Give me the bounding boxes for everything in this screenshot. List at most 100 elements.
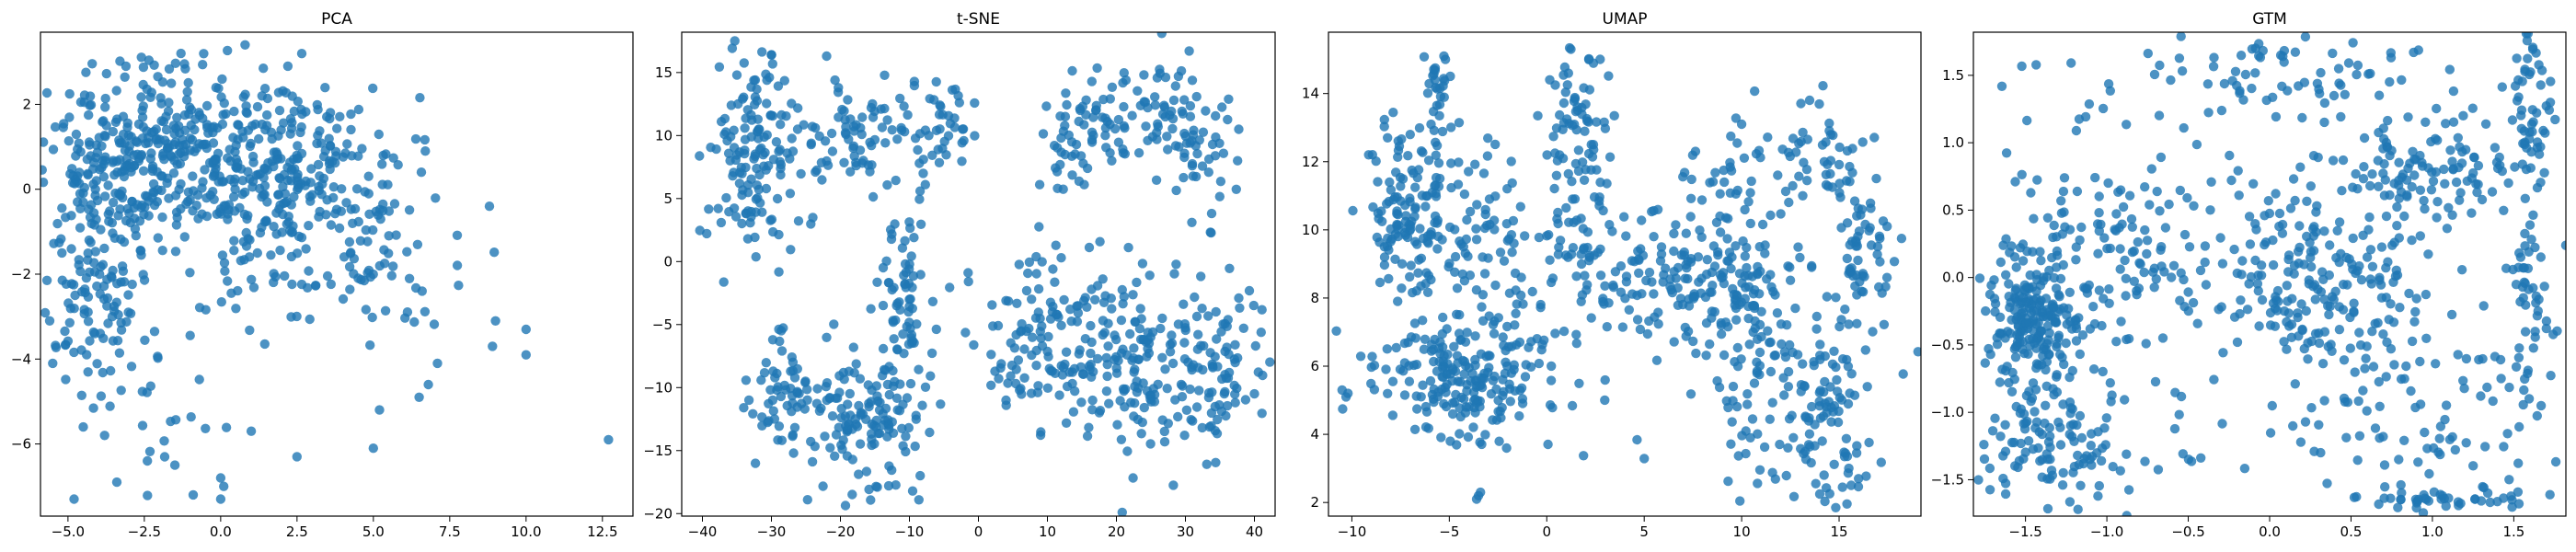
x-tick-label: −20 bbox=[826, 523, 856, 540]
scatter-point bbox=[1845, 388, 1855, 398]
scatter-point bbox=[1233, 155, 1243, 166]
scatter-point bbox=[2396, 479, 2406, 490]
scatter-point bbox=[237, 126, 247, 136]
scatter-point bbox=[2397, 488, 2407, 498]
scatter-point bbox=[2071, 255, 2081, 265]
scatter-point bbox=[2274, 221, 2284, 232]
scatter-point bbox=[1139, 402, 1150, 413]
y-tick-label: −1.5 bbox=[1931, 471, 1964, 488]
scatter-point bbox=[1635, 324, 1646, 335]
scatter-point bbox=[2492, 163, 2503, 174]
scatter-point bbox=[2029, 295, 2039, 305]
scatter-point bbox=[957, 138, 967, 148]
scatter-point bbox=[1727, 417, 1737, 427]
scatter-point bbox=[1826, 402, 1836, 413]
scatter-point bbox=[2051, 317, 2061, 328]
scatter-point bbox=[363, 171, 374, 181]
scatter-point bbox=[1185, 111, 1196, 121]
scatter-point bbox=[190, 124, 200, 135]
scatter-point bbox=[108, 197, 119, 208]
scatter-point bbox=[1462, 214, 1472, 225]
scatter-point bbox=[1470, 331, 1480, 341]
scatter-point bbox=[2352, 69, 2362, 80]
scatter-point bbox=[2140, 456, 2150, 466]
scatter-point bbox=[2279, 337, 2289, 347]
scatter-point bbox=[2267, 400, 2277, 411]
scatter-point bbox=[2010, 352, 2021, 362]
scatter-point bbox=[1034, 179, 1045, 190]
y-tick-label: 0.0 bbox=[1942, 270, 1964, 286]
scatter-point bbox=[866, 304, 876, 314]
scatter-point bbox=[2100, 440, 2110, 450]
scatter-point bbox=[895, 93, 905, 104]
scatter-point bbox=[82, 350, 92, 360]
scatter-point bbox=[380, 305, 391, 316]
scatter-point bbox=[1188, 416, 1198, 426]
scatter-points bbox=[1331, 42, 1921, 512]
scatter-point bbox=[101, 121, 111, 131]
scatter-point bbox=[81, 67, 91, 77]
scatter-point bbox=[159, 436, 169, 446]
scatter-point bbox=[1173, 71, 1184, 82]
scatter-point bbox=[1526, 337, 1536, 347]
scatter-point bbox=[2546, 371, 2556, 381]
scatter-point bbox=[1435, 83, 1445, 94]
scatter-point bbox=[2153, 465, 2164, 475]
scatter-point bbox=[2053, 333, 2064, 343]
scatter-point bbox=[1595, 244, 1605, 254]
scatter-point bbox=[120, 72, 130, 83]
scatter-point bbox=[86, 237, 96, 247]
scatter-point bbox=[1422, 287, 1433, 297]
scatter-point bbox=[279, 169, 290, 180]
scatter-point bbox=[1157, 415, 1167, 425]
scatter-point bbox=[2437, 490, 2447, 501]
scatter-point bbox=[2099, 423, 2110, 433]
scatter-point bbox=[1514, 411, 1524, 421]
y-tick-label: 15 bbox=[655, 64, 673, 81]
scatter-point bbox=[137, 420, 148, 431]
scatter-point bbox=[404, 205, 415, 215]
scatter-point bbox=[1387, 410, 1398, 420]
scatter-point bbox=[1463, 431, 1474, 443]
scatter-point bbox=[2376, 242, 2387, 252]
scatter-point bbox=[855, 439, 866, 449]
scatter-point bbox=[750, 75, 761, 86]
scatter-point bbox=[1741, 448, 1751, 459]
scatter-point bbox=[346, 247, 356, 258]
scatter-point bbox=[1831, 502, 1841, 512]
scatter-point bbox=[2322, 478, 2332, 489]
scatter-point bbox=[2244, 279, 2254, 289]
scatter-point bbox=[2527, 105, 2537, 115]
scatter-point bbox=[1740, 204, 1750, 215]
scatter-point bbox=[1696, 195, 1708, 205]
scatter-point bbox=[1824, 118, 1834, 129]
scatter-point bbox=[2396, 374, 2407, 385]
scatter-point bbox=[174, 184, 184, 195]
x-tick-label: 0.0 bbox=[2259, 523, 2281, 540]
scatter-point bbox=[1152, 127, 1162, 138]
scatter-point bbox=[2245, 239, 2256, 249]
scatter-point bbox=[1507, 178, 1517, 189]
scatter-point bbox=[933, 144, 943, 155]
scatter-point bbox=[880, 70, 890, 81]
scatter-point bbox=[1483, 351, 1494, 361]
scatter-point bbox=[767, 395, 778, 406]
scatter-point bbox=[2156, 152, 2167, 163]
scatter-point bbox=[157, 246, 167, 256]
scatter-point bbox=[2042, 213, 2053, 223]
scatter-point bbox=[1583, 148, 1594, 159]
scatter-point bbox=[248, 282, 259, 293]
scatter-point bbox=[1420, 334, 1431, 344]
scatter-point bbox=[2271, 189, 2281, 199]
scatter-point bbox=[731, 70, 742, 80]
scatter-point bbox=[1876, 457, 1886, 467]
scatter-point bbox=[1043, 351, 1053, 362]
scatter-point bbox=[1811, 478, 1821, 489]
scatter-point bbox=[2271, 292, 2281, 302]
scatter-point bbox=[72, 171, 83, 181]
scatter-point bbox=[2084, 280, 2094, 291]
scatter-point bbox=[898, 441, 908, 451]
scatter-point bbox=[1092, 63, 1102, 74]
scatter-point bbox=[1388, 108, 1398, 118]
scatter-point bbox=[2560, 240, 2566, 250]
